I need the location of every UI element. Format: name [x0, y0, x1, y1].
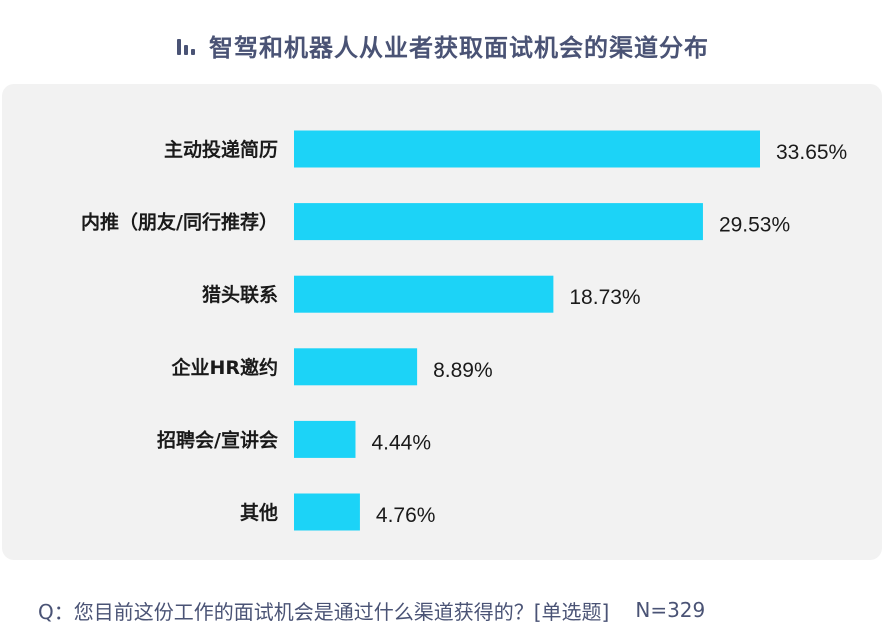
value-label: 18.73%	[569, 286, 640, 309]
category-label: 猎头联系	[202, 283, 278, 306]
survey-footer: Q：您目前这份工作的面试机会是通过什么渠道获得的？[单选题] N=329	[38, 592, 705, 628]
value-label: 4.44%	[371, 431, 431, 454]
category-label: 主动投递简历	[164, 138, 278, 161]
bar	[294, 275, 554, 313]
chart-header: 智驾和机器人从业者获取面试机会的渠道分布	[0, 22, 884, 68]
category-label: 招聘会/宣讲会	[157, 428, 278, 451]
category-label: 内推（朋友/同行推荐）	[81, 211, 278, 234]
bar	[294, 420, 356, 458]
value-label: 4.76%	[376, 504, 436, 527]
chart-title: 智驾和机器人从业者获取面试机会的渠道分布	[209, 33, 709, 62]
bar	[294, 348, 418, 386]
survey-question: Q：您目前这份工作的面试机会是通过什么渠道获得的？[单选题]	[38, 599, 610, 624]
category-label: 其他	[240, 501, 278, 524]
bar	[294, 130, 760, 168]
value-label: 8.89%	[433, 359, 493, 382]
value-label: 29.53%	[719, 214, 790, 237]
value-label: 33.65%	[776, 141, 847, 164]
bar-chart-icon	[175, 35, 197, 57]
sample-size: N=329	[635, 598, 706, 622]
category-label: 企业HR邀约	[170, 356, 278, 379]
bar	[294, 203, 703, 241]
bar	[294, 493, 360, 531]
